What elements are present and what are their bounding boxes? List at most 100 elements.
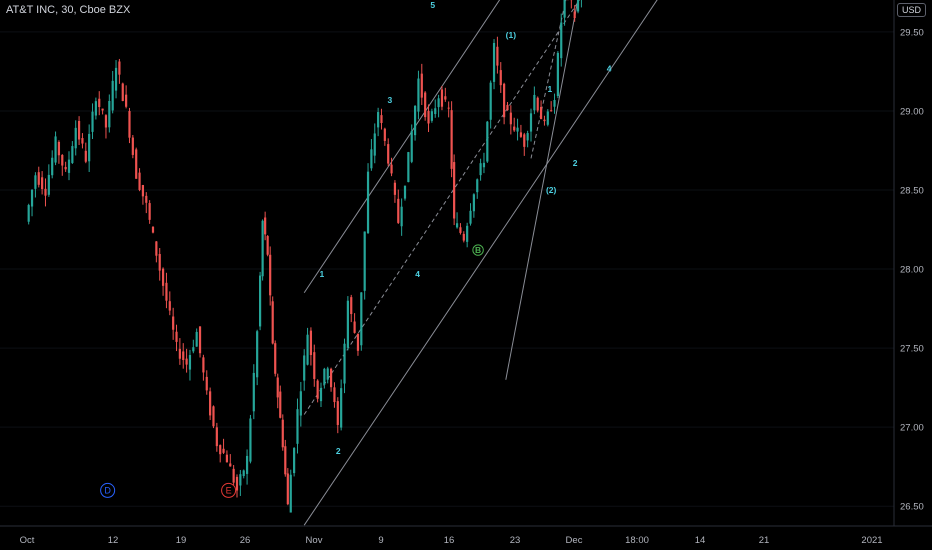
candle-body [492,43,496,82]
channel-line-steep-lower [505,0,579,380]
candle-body [350,297,353,315]
price-tick-label: 29.00 [900,106,924,117]
candle-body [30,189,34,207]
candle-body [529,113,533,132]
candle-body [229,463,232,467]
candle-body [437,98,440,108]
candle-body [256,331,259,378]
wave-label: (1) [506,30,517,40]
candle-body [556,52,559,97]
candle-body [407,152,410,183]
candle-body [259,275,262,327]
candle-body [242,470,245,477]
candle-body [202,357,205,373]
candle-body [131,137,134,155]
time-tick-label: 23 [510,535,521,546]
wave-label-circle [221,482,237,498]
time-tick-label: 18:00 [625,535,649,546]
candle-body [370,149,373,169]
candle-body [67,159,71,173]
candle-body [165,282,168,301]
candle-body [252,372,255,412]
candle-body [64,166,67,170]
candle-body [212,406,215,427]
candle-body [94,101,97,116]
candle-body [51,157,54,176]
candle-body [128,111,131,138]
candle-body [205,376,208,391]
candle-body [466,225,469,242]
candle-body [523,134,526,147]
price-tick-label: 26.50 [900,502,924,513]
candle-body [319,388,323,402]
candle-body [539,106,543,120]
candle-body [215,427,218,447]
wave-label: D [104,485,111,495]
candle-body [373,133,376,156]
candle-body [316,380,319,399]
candle-body [403,185,407,199]
candle-body [447,107,450,109]
price-axis[interactable]: 26.5027.0027.5028.0028.5029.0029.5030.00… [900,0,924,513]
wave-label-circle [472,244,484,256]
candle-body [377,112,380,128]
candle-body [141,185,145,197]
wave-label: 5 [430,0,435,10]
grid [0,31,894,507]
candle-body [114,67,118,91]
candle-body [118,61,121,75]
candle-body [513,126,516,131]
candle-body [526,133,529,141]
candle-body [98,98,101,108]
time-tick-label: 19 [176,535,187,546]
price-tick-label: 28.50 [900,186,924,197]
candle-body [299,391,302,416]
candle-body [121,83,124,101]
candle-body [249,418,252,462]
candle-body [573,11,576,19]
candle-body [427,110,430,124]
candle-body [182,351,185,361]
candle-body [192,347,195,352]
currency-badge[interactable]: USD [896,3,926,17]
channel-line-middle [303,0,581,415]
candle-body [455,223,459,228]
candle-body [340,388,343,428]
candle-body [489,82,492,120]
candle-body [400,206,403,227]
time-tick-label: 12 [108,535,119,546]
candle-body [486,121,489,162]
channel-line-upper [303,0,501,294]
candle-body [360,292,363,346]
candle-body [279,391,282,418]
price-tick-label: 27.50 [900,344,924,355]
candle-body [81,138,84,144]
candles [27,0,582,513]
wave-label: 3 [388,95,393,105]
candle-body [77,121,81,140]
candle-body [261,220,264,277]
candle-body [57,141,61,156]
candle-body [333,387,336,403]
candle-body [383,128,386,141]
wave-labels: 12345AB(1)1(2)234(3)5BAC(4)(5)CDE [100,0,612,498]
candle-body [289,474,292,513]
candle-body [271,301,274,344]
candle-body [356,333,360,351]
candle-body [168,301,171,311]
candle-body [264,217,267,235]
candle-body [413,106,417,136]
candle-body [453,162,456,219]
candle-body [476,179,479,193]
candle-body [363,231,366,291]
time-axis[interactable]: Oct 12 19 26 Nov 9 16 23 Dec 18:00 14 21 2021 [20,535,883,546]
wave-label: 4 [415,269,420,279]
time-tick-label: 2021 [861,535,882,546]
candle-body [135,149,138,179]
wave-label: 1 [548,84,553,94]
candle-body [313,352,316,379]
candle-body [546,111,549,125]
channel-line-steep-mid [530,0,567,159]
candle-body [71,146,74,163]
